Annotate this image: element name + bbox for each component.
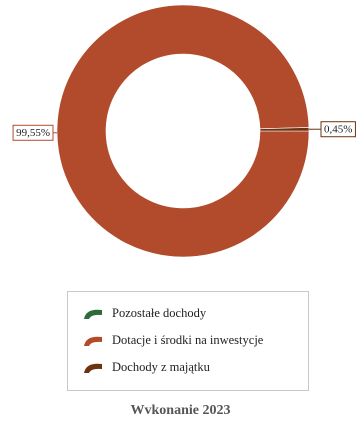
- legend: Pozostałe dochody Dotacje i środki na in…: [67, 291, 309, 391]
- legend-item: Dochody z majątku: [82, 358, 210, 376]
- data-label-box: [12, 124, 54, 141]
- data-label: 99,55%: [12, 124, 54, 141]
- legend-item: Pozostałe dochody: [82, 304, 206, 322]
- chart-title: Wvkonanie 2023: [130, 403, 231, 418]
- chart-area: 99,55% 0,45%: [12, 4, 356, 258]
- legend-swatch-icon: [84, 309, 102, 319]
- donut-slice: [259, 127, 310, 132]
- donut-slice: [56, 4, 310, 258]
- data-label-text: 99,55%: [16, 127, 50, 139]
- donut-chart: 99,55% 0,45%: [12, 4, 356, 258]
- data-label: 0,45%: [320, 121, 356, 138]
- legend-label: Pozostałe dochody: [112, 305, 207, 320]
- data-label-text: 0,45%: [324, 123, 352, 135]
- legend-label: Dochody z majątku: [112, 359, 210, 374]
- legend-swatch-icon: [84, 336, 102, 346]
- data-label-box: [320, 121, 356, 138]
- legend-swatch-icon: [84, 363, 102, 373]
- legend-item: Dotacje i środki na inwestycje: [82, 331, 263, 349]
- legend-label: Dotacje i środki na inwestycje: [112, 332, 264, 347]
